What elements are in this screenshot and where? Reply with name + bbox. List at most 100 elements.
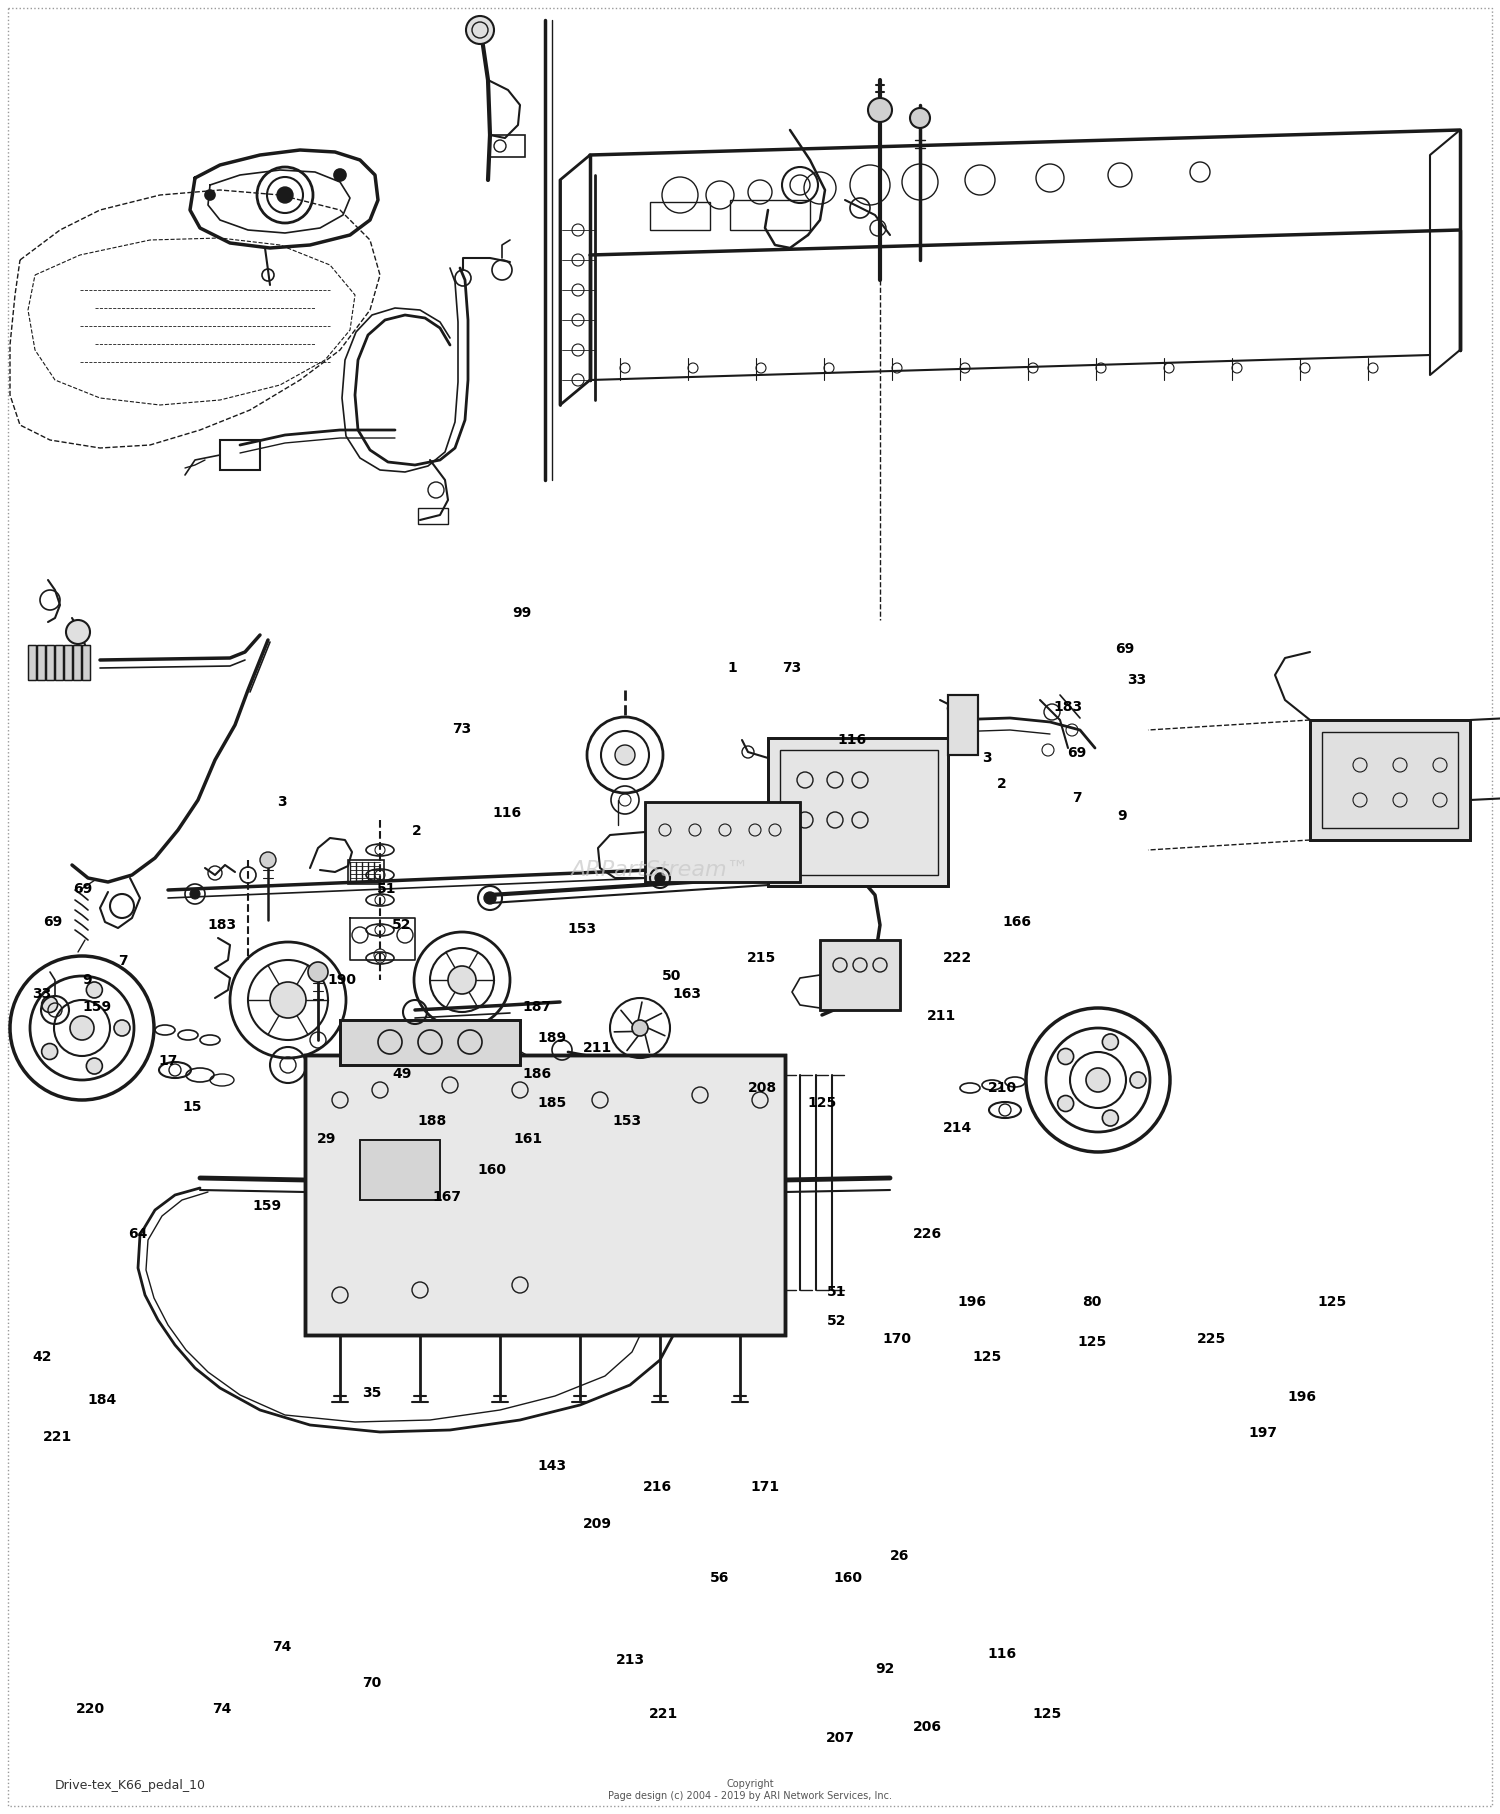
Text: 33: 33 <box>33 987 51 1001</box>
Circle shape <box>114 1019 130 1036</box>
Text: 213: 213 <box>615 1653 645 1667</box>
Text: 49: 49 <box>393 1067 411 1081</box>
Bar <box>360 1139 440 1201</box>
Text: 116: 116 <box>987 1647 1017 1662</box>
Bar <box>340 1019 520 1065</box>
Bar <box>948 695 978 755</box>
Circle shape <box>1130 1072 1146 1088</box>
Text: 33: 33 <box>1128 673 1146 688</box>
Bar <box>650 201 710 230</box>
Text: 116: 116 <box>837 733 867 747</box>
Text: 197: 197 <box>1248 1426 1278 1440</box>
Circle shape <box>87 981 102 998</box>
Text: 159: 159 <box>252 1199 282 1214</box>
Text: 125: 125 <box>972 1350 1002 1364</box>
Text: 189: 189 <box>537 1030 567 1045</box>
Bar <box>56 646 63 680</box>
Text: 221: 221 <box>42 1429 72 1444</box>
Bar <box>82 646 90 680</box>
Text: 185: 185 <box>537 1096 567 1110</box>
Bar <box>74 646 81 680</box>
Circle shape <box>260 853 276 869</box>
Circle shape <box>206 190 214 200</box>
Text: ARPartStream™: ARPartStream™ <box>570 860 750 880</box>
Text: 42: 42 <box>33 1350 51 1364</box>
Text: 153: 153 <box>612 1114 642 1128</box>
Circle shape <box>868 98 892 122</box>
Bar <box>340 1019 520 1065</box>
Bar <box>645 802 800 882</box>
Text: 51: 51 <box>378 882 396 896</box>
Text: 116: 116 <box>492 805 522 820</box>
Text: 2: 2 <box>998 776 1006 791</box>
Text: 160: 160 <box>833 1571 862 1585</box>
Text: Drive-tex_K66_pedal_10: Drive-tex_K66_pedal_10 <box>56 1778 206 1792</box>
Text: 69: 69 <box>1068 746 1086 760</box>
Text: 166: 166 <box>1002 914 1032 929</box>
Bar <box>1310 720 1470 840</box>
Text: 9: 9 <box>82 972 92 987</box>
Bar <box>304 1056 784 1335</box>
Text: 73: 73 <box>783 660 801 675</box>
Text: 183: 183 <box>207 918 237 932</box>
Text: 226: 226 <box>912 1226 942 1241</box>
Circle shape <box>308 961 328 981</box>
Text: 221: 221 <box>648 1707 678 1721</box>
Text: 210: 210 <box>987 1081 1017 1096</box>
Text: 143: 143 <box>537 1458 567 1473</box>
Text: 190: 190 <box>327 972 357 987</box>
Text: 80: 80 <box>1083 1295 1101 1310</box>
Bar <box>821 940 900 1010</box>
Text: 64: 64 <box>129 1226 147 1241</box>
Text: 125: 125 <box>1077 1335 1107 1350</box>
Text: 56: 56 <box>711 1571 729 1585</box>
Text: 1: 1 <box>728 660 736 675</box>
Bar <box>64 646 72 680</box>
Bar <box>28 646 36 680</box>
Bar <box>64 646 72 680</box>
Circle shape <box>1086 1068 1110 1092</box>
Bar <box>28 646 36 680</box>
Circle shape <box>1058 1048 1074 1065</box>
Bar <box>768 738 948 885</box>
Bar <box>38 646 45 680</box>
Text: 196: 196 <box>1287 1390 1317 1404</box>
Text: 208: 208 <box>747 1081 777 1096</box>
Text: 9: 9 <box>1118 809 1126 824</box>
Text: 214: 214 <box>942 1121 972 1136</box>
Text: 69: 69 <box>44 914 62 929</box>
Circle shape <box>70 1016 94 1039</box>
Text: 69: 69 <box>74 882 92 896</box>
Text: 161: 161 <box>513 1132 543 1146</box>
Text: 92: 92 <box>876 1662 894 1676</box>
Text: 211: 211 <box>927 1009 957 1023</box>
Text: Copyright
Page design (c) 2004 - 2019 by ARI Network Services, Inc.: Copyright Page design (c) 2004 - 2019 by… <box>608 1780 892 1801</box>
Circle shape <box>334 169 346 181</box>
Circle shape <box>656 873 664 883</box>
Text: 163: 163 <box>672 987 702 1001</box>
Text: 50: 50 <box>663 969 681 983</box>
Bar <box>56 646 63 680</box>
Text: 183: 183 <box>1053 700 1083 715</box>
Text: 196: 196 <box>957 1295 987 1310</box>
Circle shape <box>484 892 496 903</box>
Bar <box>360 1139 440 1201</box>
Bar <box>490 134 525 158</box>
Text: 73: 73 <box>453 722 471 736</box>
Text: 206: 206 <box>912 1720 942 1734</box>
Circle shape <box>270 981 306 1018</box>
Circle shape <box>448 967 476 994</box>
Circle shape <box>190 889 200 900</box>
Bar <box>46 646 54 680</box>
Text: 17: 17 <box>159 1054 177 1068</box>
Circle shape <box>42 1043 57 1059</box>
Circle shape <box>910 109 930 129</box>
Text: 188: 188 <box>417 1114 447 1128</box>
Text: 170: 170 <box>882 1331 912 1346</box>
Text: 70: 70 <box>363 1676 381 1691</box>
Bar <box>220 441 260 470</box>
Text: 211: 211 <box>582 1041 612 1056</box>
Text: 207: 207 <box>825 1731 855 1745</box>
Circle shape <box>466 16 494 44</box>
Text: 3: 3 <box>982 751 992 766</box>
